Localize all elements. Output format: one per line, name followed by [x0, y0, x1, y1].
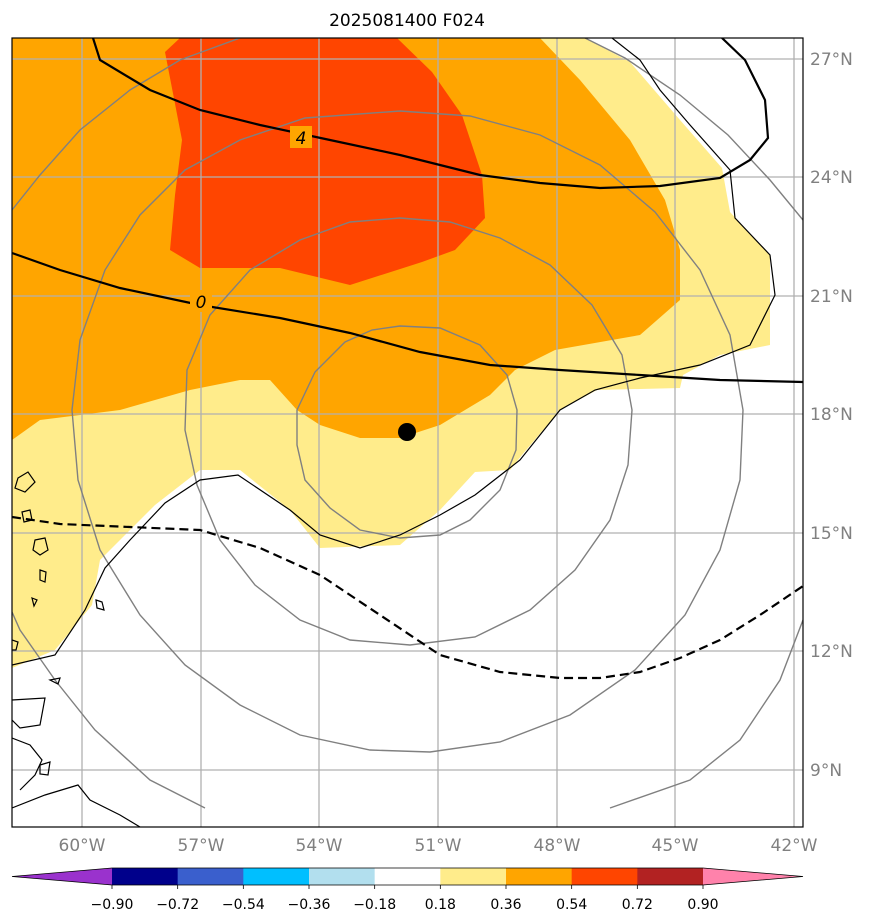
- colorbar-extend-min: [12, 868, 112, 885]
- lat-tick-9n: 9°N: [810, 761, 842, 781]
- coastlines: [12, 38, 776, 827]
- colorbar-extend-max: [703, 868, 803, 885]
- island-6: [95, 599, 105, 611]
- colorbar-tick-label: −0.90: [91, 897, 134, 913]
- height-contours: [12, 38, 803, 680]
- colorbar-tick-label: −0.54: [222, 897, 265, 913]
- colorbar-box: [243, 868, 310, 885]
- colorbar-box: [506, 868, 573, 885]
- contour-0: [12, 251, 803, 384]
- contour-dashed: [12, 515, 803, 680]
- colorbar-tick-label: 0.18: [425, 897, 456, 913]
- lon-tick-labels: 60°W 57°W 54°W 51°W 48°W 45°W 42°W: [59, 836, 818, 856]
- colorbar-tick-label: −0.72: [156, 897, 199, 913]
- colorbar: [11, 867, 804, 886]
- contour-4: [91, 38, 770, 190]
- island-5: [31, 597, 38, 608]
- map-title: 2025081400 F024: [329, 11, 485, 31]
- colorbar-tick-label: 0.54: [556, 897, 587, 913]
- lat-tick-15n: 15°N: [810, 524, 853, 544]
- colorbar-tick-label: −0.36: [288, 897, 331, 913]
- lat-tick-12n: 12°N: [810, 642, 853, 662]
- colorbar-box: [177, 868, 244, 885]
- colorbar-box: [571, 868, 638, 885]
- graticule: [12, 38, 803, 827]
- storm-center-marker: [398, 423, 416, 441]
- colorbar-box: [440, 868, 507, 885]
- coast-outline: [12, 38, 776, 666]
- island-11: [39, 761, 51, 776]
- lon-tick-57w: 57°W: [178, 836, 225, 856]
- contour-label-4: 4: [296, 129, 307, 149]
- colorbar-tick-label: 0.72: [622, 897, 653, 913]
- colorbar-labels: −0.90 −0.72 −0.54 −0.36 −0.18 0.18 0.36 0.54 0.7…: [91, 885, 719, 913]
- range-rings: [12, 38, 803, 809]
- lat-tick-24n: 24°N: [810, 168, 853, 188]
- lon-tick-60w: 60°W: [59, 836, 106, 856]
- lat-tick-21n: 21°N: [810, 287, 853, 307]
- contour-label-0: 0: [196, 293, 207, 313]
- lat-tick-18n: 18°N: [810, 405, 853, 425]
- lon-tick-42w: 42°W: [771, 836, 818, 856]
- island-1: [14, 471, 36, 493]
- island-7: [12, 639, 19, 651]
- island-10: [12, 737, 43, 791]
- lon-tick-51w: 51°W: [415, 836, 462, 856]
- colorbar-box: [112, 868, 179, 885]
- island-8: [48, 677, 61, 685]
- range-ring-2: [184, 217, 633, 646]
- colorbar-box: [309, 868, 376, 885]
- island-4: [39, 569, 47, 583]
- range-ring-4: [12, 38, 803, 809]
- lat-tick-labels: 27°N 24°N 21°N 18°N 15°N 12°N 9°N: [810, 50, 853, 781]
- lon-tick-48w: 48°W: [534, 836, 581, 856]
- map-frame: [11, 37, 804, 828]
- colorbar-tick-label: −0.18: [353, 897, 396, 913]
- landmass-south: [12, 784, 141, 827]
- island-9: [12, 697, 46, 729]
- island-3: [32, 537, 49, 556]
- range-ring-3: [71, 110, 744, 753]
- colorbar-tick-label: 0.90: [687, 897, 718, 913]
- lat-tick-27n: 27°N: [810, 50, 853, 70]
- colorbar-box: [374, 868, 441, 885]
- colorbar-tick-label: 0.36: [490, 897, 521, 913]
- contour-label-bg-0: [190, 290, 212, 312]
- shade-0.54-0.72: [165, 38, 485, 285]
- contour-label-bg-4: [290, 126, 312, 148]
- colorbar-box: [637, 868, 704, 885]
- range-ring-1: [296, 325, 518, 539]
- lon-tick-45w: 45°W: [652, 836, 699, 856]
- lon-tick-54w: 54°W: [296, 836, 343, 856]
- map-panel: 4 0: [12, 38, 803, 827]
